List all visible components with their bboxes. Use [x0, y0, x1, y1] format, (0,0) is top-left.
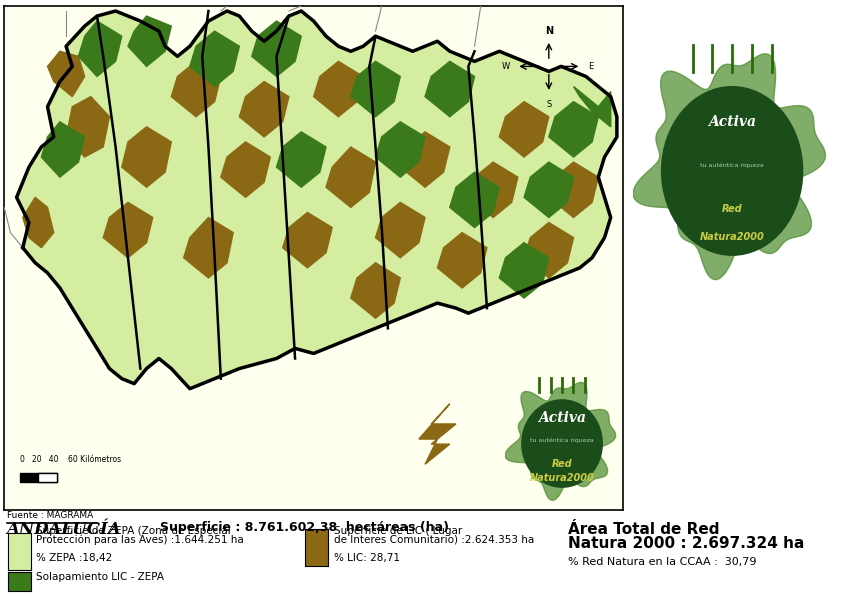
Text: % Red Natura en la CCAA :  30,79: % Red Natura en la CCAA : 30,79	[568, 557, 757, 567]
Polygon shape	[221, 142, 270, 197]
Polygon shape	[549, 102, 599, 157]
Text: Protección para las Aves) :1.644.251 ha: Protección para las Aves) :1.644.251 ha	[36, 535, 244, 545]
Polygon shape	[66, 97, 109, 157]
Polygon shape	[47, 51, 85, 97]
Polygon shape	[438, 232, 487, 288]
Polygon shape	[376, 203, 425, 257]
Text: Fuente : MAGRAMA: Fuente : MAGRAMA	[7, 511, 93, 520]
Polygon shape	[78, 21, 122, 76]
Bar	[19, 473, 56, 482]
Polygon shape	[104, 203, 152, 257]
Polygon shape	[283, 212, 333, 268]
Polygon shape	[184, 218, 233, 278]
Polygon shape	[252, 21, 301, 76]
Text: de Interes Comunitario) :2.624.353 ha: de Interes Comunitario) :2.624.353 ha	[334, 535, 535, 545]
Polygon shape	[505, 383, 616, 500]
Polygon shape	[17, 11, 617, 389]
Polygon shape	[450, 172, 499, 228]
Text: tu auténtica riqueza: tu auténtica riqueza	[701, 163, 764, 168]
Polygon shape	[425, 61, 475, 117]
Polygon shape	[573, 86, 610, 127]
Polygon shape	[190, 31, 239, 86]
Polygon shape	[400, 132, 450, 187]
Polygon shape	[351, 61, 400, 117]
Polygon shape	[239, 82, 289, 137]
Polygon shape	[549, 162, 599, 218]
Polygon shape	[499, 243, 549, 298]
Text: S: S	[546, 100, 552, 109]
Text: Superficie : 8.761.602,38  hectáreas (ha): Superficie : 8.761.602,38 hectáreas (ha)	[160, 522, 449, 535]
Text: Activa: Activa	[538, 411, 586, 425]
Text: % ZEPA :18,42: % ZEPA :18,42	[36, 553, 113, 563]
Polygon shape	[23, 197, 54, 248]
Text: Red: Red	[722, 204, 743, 215]
Text: 0   20   40    60 Kilómetros: 0 20 40 60 Kilómetros	[19, 455, 120, 464]
Polygon shape	[468, 162, 518, 218]
Polygon shape	[499, 102, 549, 157]
Polygon shape	[171, 61, 221, 117]
Text: Activa: Activa	[708, 114, 756, 129]
Polygon shape	[128, 16, 171, 66]
Text: % LIC: 28,71: % LIC: 28,71	[334, 553, 400, 563]
Polygon shape	[418, 404, 456, 464]
Polygon shape	[524, 222, 573, 278]
Text: Superficie de ZEPA (Zona de Especial: Superficie de ZEPA (Zona de Especial	[36, 526, 231, 536]
Text: Natura 2000 : 2.697.324 ha: Natura 2000 : 2.697.324 ha	[568, 536, 805, 551]
Text: Superficie de LIC ( Lugar: Superficie de LIC ( Lugar	[334, 526, 462, 536]
Text: W: W	[502, 62, 509, 71]
Text: Natura2000: Natura2000	[530, 473, 594, 483]
Text: Área Total de Red: Área Total de Red	[568, 522, 720, 536]
Polygon shape	[351, 263, 400, 318]
Text: Red: Red	[552, 458, 573, 468]
Text: tu auténtica riqueza: tu auténtica riqueza	[530, 438, 594, 443]
Polygon shape	[376, 122, 425, 177]
Text: N: N	[545, 26, 553, 36]
Polygon shape	[276, 132, 326, 187]
Polygon shape	[313, 61, 363, 117]
Polygon shape	[122, 127, 171, 187]
Text: E: E	[588, 62, 593, 71]
Ellipse shape	[521, 399, 603, 488]
Bar	[38, 473, 56, 482]
Ellipse shape	[661, 86, 803, 256]
Polygon shape	[633, 54, 825, 280]
Polygon shape	[524, 162, 573, 218]
Text: ANDALUCÍA: ANDALUCÍA	[7, 522, 121, 539]
Polygon shape	[41, 122, 85, 177]
Text: Solapamiento LIC - ZEPA: Solapamiento LIC - ZEPA	[36, 572, 164, 582]
Text: Natura2000: Natura2000	[700, 232, 765, 242]
Polygon shape	[326, 147, 376, 207]
